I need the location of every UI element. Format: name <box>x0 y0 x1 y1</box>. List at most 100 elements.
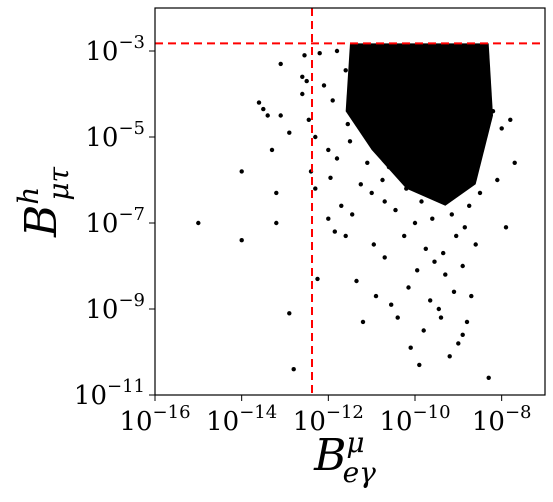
x-tick-label: 10−8 <box>472 402 532 437</box>
scatter-point <box>456 341 461 346</box>
scatter-point <box>382 199 387 204</box>
scatter-point <box>278 61 283 67</box>
scatter-point <box>302 53 307 58</box>
scatter-point <box>291 367 296 372</box>
scatter-point <box>332 229 337 234</box>
scatter-point <box>371 242 376 247</box>
scatter-point <box>410 173 415 178</box>
scatter-point <box>391 74 396 80</box>
scatter-point <box>425 147 431 153</box>
scatter-point <box>417 117 422 123</box>
scatter-point <box>326 147 331 153</box>
scatter-point <box>304 78 309 84</box>
scatter-point <box>503 225 509 230</box>
scatter-point <box>471 160 476 165</box>
scatter-point <box>486 375 491 380</box>
scatter-point <box>269 147 275 153</box>
scatter-point <box>404 186 409 191</box>
scatter-point <box>358 182 363 187</box>
y-tick-label: 10−3 <box>85 32 145 67</box>
y-tick-label: 10−7 <box>85 204 145 239</box>
scatter-point <box>495 177 500 183</box>
scatter-point <box>415 268 420 273</box>
scatter-point <box>399 104 405 110</box>
scatter-point <box>376 143 381 148</box>
scatter-point <box>369 190 374 196</box>
scatter-point <box>447 354 452 359</box>
scatter-point <box>436 306 441 312</box>
scatter-point <box>287 130 292 135</box>
scatter-point <box>365 160 370 165</box>
scatter-point <box>350 212 355 217</box>
scatter-point <box>274 190 279 196</box>
y-axis-label: Bhμτ <box>12 166 75 238</box>
scatter-point <box>406 285 411 290</box>
scatter-point <box>423 246 428 251</box>
scatter-point <box>464 319 470 325</box>
scatter-point <box>454 233 459 239</box>
scatter-point <box>419 199 424 204</box>
scatter-point <box>367 87 372 92</box>
scatter-point <box>339 203 344 208</box>
plot-frame <box>154 7 546 396</box>
scatter-point <box>412 220 418 226</box>
scatter-point <box>473 242 478 247</box>
dense-cluster <box>345 43 493 206</box>
scatter-point <box>278 113 283 118</box>
x-tick-label: 10−12 <box>293 402 364 437</box>
scatter-point <box>397 152 402 157</box>
scatter-point <box>265 113 270 118</box>
scatter-point <box>482 134 487 140</box>
scatter-point <box>330 98 335 103</box>
y-ticks: 10−11 10−9 10−7 10−5 10−3 <box>74 32 155 411</box>
scatter-point <box>343 233 348 239</box>
scatter-point <box>352 57 357 62</box>
y-tick-label: 10−5 <box>85 118 145 153</box>
x-tick-label: 10−10 <box>379 402 450 437</box>
scatter-point <box>404 53 409 58</box>
x-tick-label: 10−14 <box>206 402 277 437</box>
scatter-point <box>386 164 392 170</box>
scatter-point <box>287 311 292 316</box>
scatter-point <box>434 91 439 97</box>
scatter-point <box>477 190 483 196</box>
scatter-point <box>438 195 444 200</box>
scatter-point <box>460 332 465 337</box>
scatter-point <box>326 216 331 221</box>
scatter-point <box>512 160 517 165</box>
scatter-point <box>334 48 340 54</box>
scatter-point <box>449 212 454 217</box>
scatter-point <box>360 126 366 131</box>
scatter-point <box>421 328 426 333</box>
scatter-point <box>443 272 448 277</box>
scatter-point <box>313 186 318 191</box>
scatter-point <box>508 117 513 123</box>
point-cloud <box>345 43 493 206</box>
scatter-point <box>395 315 400 320</box>
scatter-point <box>239 238 244 243</box>
scatter-point <box>445 169 450 174</box>
scatter-point <box>378 61 383 67</box>
scatter-point <box>380 177 385 183</box>
scatter-point <box>261 106 266 112</box>
scatter-point <box>458 182 463 187</box>
scatter-point <box>490 109 496 114</box>
scatter-point <box>373 293 379 299</box>
scatter-point <box>430 216 435 221</box>
scatter-point <box>469 293 474 299</box>
scatter-point <box>462 225 467 230</box>
scatter-point <box>382 255 387 260</box>
scatter-point <box>328 175 333 180</box>
scatter-point <box>315 276 320 282</box>
scatter-point <box>300 74 305 80</box>
x-ticks: 10−16 10−14 10−12 10−10 10−8 <box>119 395 531 437</box>
scatter-point <box>321 83 327 88</box>
y-tick-label: 10−9 <box>85 290 145 325</box>
scatter-point <box>345 121 350 127</box>
scatter-point <box>256 100 262 105</box>
scatter-point <box>408 345 413 350</box>
scatter-point <box>343 68 348 73</box>
scatter-point <box>432 259 437 264</box>
x-tick-label: 10−16 <box>119 402 190 437</box>
scatter-point <box>196 220 201 226</box>
